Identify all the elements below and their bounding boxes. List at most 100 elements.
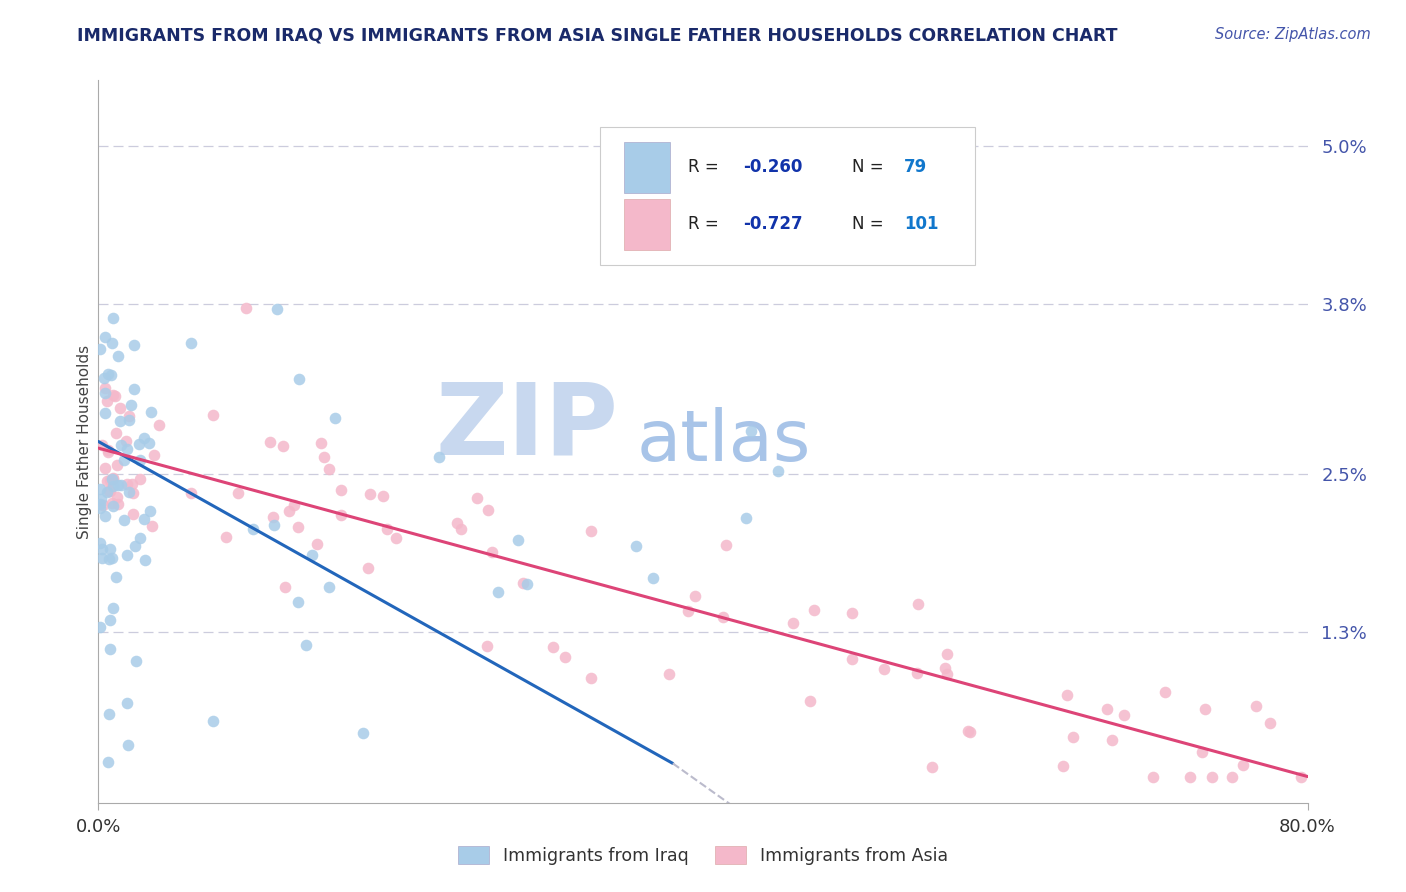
Point (118, 484, 141, 499)
Point (101, 499, 124, 513)
Point (107, 350, 129, 364)
Point (101, 601, 124, 615)
Point (278, 504, 301, 518)
Point (124, 539, 146, 553)
Point (1194, 702, 1216, 716)
Point (330, 483, 353, 498)
Point (477, 502, 499, 516)
Point (101, 311, 124, 326)
Point (359, 487, 381, 501)
Point (110, 438, 132, 452)
Point (124, 654, 146, 668)
Point (740, 424, 762, 438)
Point (201, 714, 224, 729)
Point (117, 696, 139, 710)
Point (143, 448, 166, 462)
Text: 101: 101 (904, 216, 938, 234)
Point (104, 570, 127, 584)
Point (98, 473, 121, 487)
Point (101, 479, 124, 493)
Point (235, 301, 257, 315)
Point (97, 445, 120, 459)
Point (1289, 770, 1312, 784)
Point (101, 496, 124, 510)
Point (259, 435, 281, 450)
Point (120, 398, 142, 412)
Point (318, 580, 340, 594)
Point (873, 662, 896, 676)
Point (89, 536, 111, 550)
Point (294, 638, 316, 652)
Point (266, 302, 288, 317)
Point (110, 478, 132, 492)
Point (1244, 698, 1267, 713)
Point (714, 538, 737, 552)
Point (512, 576, 534, 591)
Point (128, 437, 150, 451)
Text: N =: N = (852, 216, 889, 234)
Point (579, 671, 602, 685)
Point (91, 438, 114, 452)
Point (936, 647, 959, 661)
Point (180, 485, 202, 500)
Point (427, 450, 450, 464)
Point (314, 450, 336, 464)
Point (905, 666, 928, 681)
Bar (624, 142, 671, 193)
Point (734, 511, 756, 525)
Point (676, 604, 699, 618)
Point (107, 477, 129, 491)
Point (96, 394, 118, 409)
Point (803, 603, 825, 617)
Point (713, 610, 735, 624)
Text: ZIP: ZIP (436, 378, 619, 475)
Point (323, 410, 346, 425)
Point (1220, 770, 1243, 784)
Point (516, 577, 538, 591)
Point (98, 641, 121, 656)
Point (481, 545, 503, 559)
Point (956, 724, 979, 739)
Point (118, 409, 141, 424)
Point (101, 472, 124, 486)
Point (118, 413, 141, 427)
Point (934, 661, 956, 675)
Point (1201, 770, 1223, 784)
Point (357, 560, 380, 574)
Point (215, 530, 238, 544)
Point (141, 405, 163, 419)
FancyBboxPatch shape (600, 128, 976, 265)
Point (375, 522, 398, 536)
Point (475, 639, 498, 653)
Point (1142, 770, 1164, 784)
Point (554, 650, 576, 665)
Point (907, 597, 929, 611)
Point (262, 509, 284, 524)
Point (97, 443, 120, 458)
Point (921, 760, 943, 774)
Point (1095, 702, 1118, 716)
Point (96, 474, 118, 488)
Point (683, 589, 706, 603)
Point (91, 550, 114, 565)
Point (1232, 758, 1254, 772)
Point (89, 619, 111, 633)
Point (100, 336, 122, 351)
Point (128, 453, 150, 467)
Point (103, 387, 125, 401)
Point (959, 724, 981, 739)
Point (543, 640, 565, 654)
Text: atlas: atlas (637, 407, 811, 476)
Point (93, 371, 115, 385)
Point (643, 571, 665, 585)
Point (121, 507, 143, 521)
Point (274, 580, 297, 594)
Point (90, 491, 112, 506)
Text: Source: ZipAtlas.com: Source: ZipAtlas.com (1215, 27, 1371, 42)
Point (263, 517, 285, 532)
Point (579, 524, 602, 539)
Point (94, 329, 117, 343)
Point (1178, 770, 1201, 784)
Point (105, 490, 128, 504)
Point (841, 606, 863, 620)
